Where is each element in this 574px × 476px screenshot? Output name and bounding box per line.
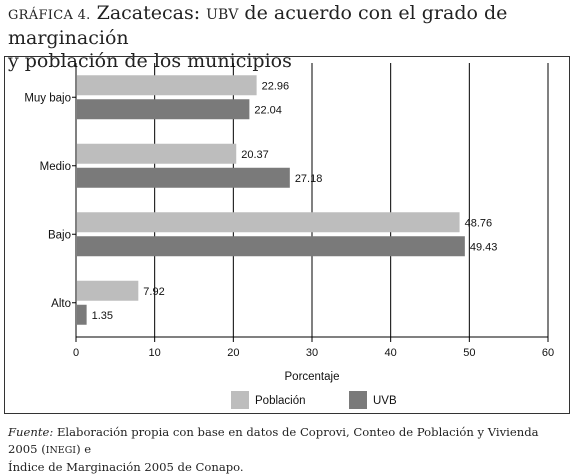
- x-tick-label: 30: [306, 347, 318, 359]
- bar-chart: 0 10 20 30 40 50 60 Muy bajo 22.96 22.04 Medio 20.3…: [24, 63, 554, 409]
- category-label: Alto: [51, 298, 71, 310]
- legend-label: Población: [255, 395, 306, 407]
- title-line-2: y población de los municipios: [8, 50, 292, 72]
- bar: [77, 236, 465, 257]
- source-note: Fuente: Elaboración propia con base en d…: [8, 424, 570, 476]
- bar: [77, 143, 237, 164]
- x-tick-label: 60: [542, 347, 554, 359]
- chart-frame: [4, 56, 570, 414]
- bar-value-label: 7.92: [143, 286, 164, 298]
- source-label: Fuente:: [8, 425, 54, 439]
- bar: [77, 99, 250, 120]
- title-text-a: Zacatecas:: [90, 2, 207, 24]
- x-axis-label: Porcentaje: [285, 371, 340, 383]
- source-line-2: Índice de Marginación 2005 de Conapo.: [8, 460, 244, 474]
- x-tick-label: 50: [463, 347, 475, 359]
- category-label: Bajo: [48, 229, 71, 241]
- title-prefix: GRÁFICA 4.: [8, 8, 91, 23]
- title-text-b: de acuerdo con el grado de marginación: [8, 2, 508, 49]
- x-tick-label: 40: [385, 347, 397, 359]
- bar-value-label: 1.35: [92, 310, 113, 322]
- chart-title: GRÁFICA 4. Zacatecas: UBV de acuerdo con…: [8, 2, 570, 73]
- bar: [77, 212, 460, 233]
- bar: [77, 75, 257, 96]
- bar: [77, 304, 87, 325]
- legend-swatch: [231, 391, 249, 409]
- bar-value-label: 20.37: [241, 149, 269, 161]
- category-label: Medio: [40, 161, 71, 173]
- x-tick-label: 20: [227, 347, 239, 359]
- category-label: Muy bajo: [24, 92, 71, 104]
- x-tick-label: 10: [149, 347, 161, 359]
- x-tick-label: 0: [73, 347, 79, 359]
- source-text-a: Elaboración propia con base en datos de …: [8, 425, 539, 456]
- source-acronym: INEGI: [45, 445, 77, 456]
- bar: [77, 280, 139, 301]
- legend-swatch: [349, 391, 367, 409]
- bar: [77, 167, 290, 188]
- bar-value-label: 48.76: [465, 217, 493, 229]
- source-text-b: ) e: [76, 442, 92, 456]
- legend-label: UVB: [373, 395, 397, 407]
- bar-value-label: 22.04: [254, 104, 282, 116]
- bar-value-label: 27.18: [295, 173, 323, 185]
- bar-value-label: 49.43: [470, 241, 498, 253]
- bar-value-label: 22.96: [262, 80, 290, 92]
- title-acronym: UBV: [206, 7, 239, 23]
